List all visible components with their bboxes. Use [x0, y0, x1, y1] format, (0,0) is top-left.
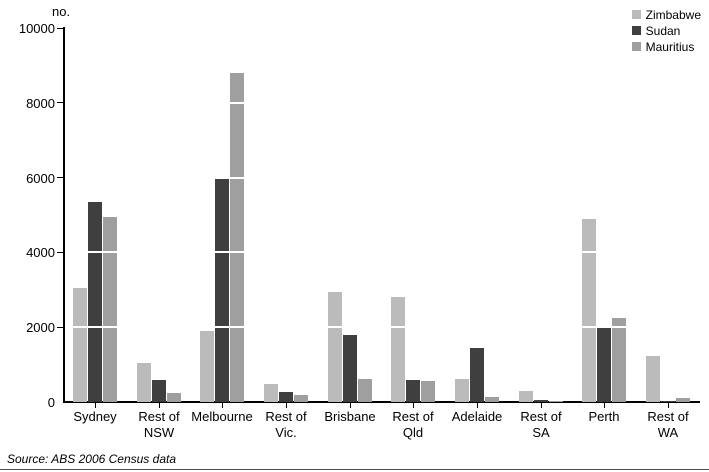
bar-zimbabwe-sydney	[73, 288, 87, 402]
y-tick-label-8000: 8000	[26, 95, 55, 111]
gridline-overlay-6000	[65, 176, 700, 179]
bar-zimbabwe-perth	[582, 219, 596, 402]
category-label-line: SA	[532, 425, 550, 440]
category-label-line: Vic.	[275, 425, 297, 440]
x-axis-tick-3	[222, 403, 223, 408]
y-axis-tick-2000	[57, 326, 63, 328]
bar-mauritius-rest-of-sa	[549, 401, 563, 402]
category-label-adelaide: Adelaide	[442, 409, 512, 425]
bar-sudan-rest-of-vic-	[279, 392, 293, 402]
bar-sudan-adelaide	[470, 348, 484, 402]
category-label-rest-of-vic-: Rest of Vic.	[251, 409, 321, 441]
bar-zimbabwe-adelaide	[455, 379, 469, 402]
category-label-rest-of-nsw: Rest of NSW	[124, 409, 194, 441]
y-axis-line	[63, 27, 65, 403]
bar-sudan-rest-of-nsw	[152, 380, 166, 402]
gridline-overlay-4000	[65, 251, 700, 254]
gridline-overlay-8000	[65, 101, 700, 104]
legend-label-zimbabwe: Zimbabwe	[645, 7, 701, 22]
bar-zimbabwe-rest-of-vic-	[264, 384, 278, 402]
bar-sudan-perth	[597, 327, 611, 402]
category-label-line: Qld	[402, 425, 424, 440]
legend-entry-sudan: Sudan	[631, 23, 701, 38]
bar-mauritius-perth	[612, 318, 626, 402]
x-axis-tick-1	[95, 403, 96, 408]
category-label-rest-of-wa: Rest of WA	[633, 409, 703, 441]
y-tick-label-10000: 10000	[18, 21, 55, 36]
category-label-line: Rest of	[392, 409, 434, 424]
category-label-line: NSW	[143, 425, 175, 440]
legend-entry-mauritius: Mauritius	[631, 39, 701, 54]
x-axis-tick-9	[604, 403, 605, 408]
y-tick-label-4000: 4000	[26, 245, 55, 261]
category-label-line: Rest of	[138, 409, 180, 424]
category-label-rest-of-qld: Rest of Qld	[378, 409, 448, 441]
category-label-melbourne: Melbourne	[187, 409, 257, 425]
category-label-line: Rest of	[265, 409, 307, 424]
bar-sudan-rest-of-sa	[534, 400, 548, 402]
category-label-perth: Perth	[569, 409, 639, 425]
category-label-line: Adelaide	[451, 409, 503, 424]
bar-zimbabwe-rest-of-nsw	[137, 363, 151, 402]
y-axis-tick-6000	[57, 177, 63, 179]
bar-sudan-melbourne	[215, 179, 229, 402]
y-axis-tick-4000	[57, 251, 63, 253]
gridline-overlay-2000	[65, 326, 700, 329]
x-axis-tick-10	[668, 403, 669, 408]
bar-mauritius-adelaide	[485, 397, 499, 402]
bar-sudan-brisbane	[343, 335, 357, 402]
y-tick-label-6000: 6000	[26, 170, 55, 186]
legend-swatch-sudan	[631, 26, 641, 35]
category-label-brisbane: Brisbane	[315, 409, 385, 425]
y-tick-label-0: 0	[47, 395, 55, 410]
category-label-sydney: Sydney	[60, 409, 130, 425]
bar-mauritius-rest-of-nsw	[167, 393, 181, 402]
bar-zimbabwe-rest-of-qld	[391, 297, 405, 402]
x-axis-tick-7	[477, 403, 478, 408]
bottom-divider	[0, 469, 709, 470]
source-note: Source: ABS 2006 Census data	[7, 452, 176, 466]
bar-mauritius-rest-of-wa	[676, 398, 690, 402]
x-axis-tick-8	[541, 403, 542, 408]
legend-swatch-zimbabwe	[631, 10, 641, 19]
category-label-line: Rest of	[520, 409, 562, 424]
bar-mauritius-brisbane	[358, 379, 372, 402]
category-label-line: WA	[657, 425, 679, 440]
category-label-line: Brisbane	[324, 409, 376, 424]
legend-label-mauritius: Mauritius	[645, 39, 695, 54]
y-axis-unit-label: no.	[52, 4, 71, 19]
bar-sudan-rest-of-wa	[661, 401, 675, 402]
y-axis-tick-8000	[57, 102, 63, 104]
x-axis-tick-4	[286, 403, 287, 408]
bar-zimbabwe-rest-of-wa	[646, 356, 660, 402]
legend-swatch-mauritius	[631, 42, 641, 51]
bar-mauritius-sydney	[103, 217, 117, 402]
bar-mauritius-rest-of-qld	[421, 381, 435, 402]
x-axis-tick-5	[350, 403, 351, 408]
chart-legend: Zimbabwe Sudan Mauritius	[631, 7, 701, 56]
x-axis-tick-6	[413, 403, 414, 408]
x-axis-tick-2	[159, 403, 160, 408]
legend-label-sudan: Sudan	[645, 23, 681, 38]
bar-sudan-rest-of-qld	[406, 380, 420, 402]
category-label-line: Sydney	[73, 409, 117, 424]
x-axis-line	[63, 401, 700, 403]
bar-sudan-sydney	[88, 202, 102, 402]
category-label-line: Perth	[588, 409, 620, 424]
category-label-rest-of-sa: Rest of SA	[506, 409, 576, 441]
bar-zimbabwe-rest-of-sa	[519, 391, 533, 402]
bar-zimbabwe-brisbane	[328, 292, 342, 402]
legend-entry-zimbabwe: Zimbabwe	[631, 7, 701, 22]
category-label-line: Rest of	[647, 409, 689, 424]
bar-mauritius-rest-of-vic-	[294, 395, 308, 402]
y-tick-label-2000: 2000	[26, 320, 55, 336]
category-label-line: Melbourne	[191, 409, 253, 424]
bar-zimbabwe-melbourne	[200, 331, 214, 402]
bar-mauritius-melbourne	[230, 73, 244, 402]
y-axis-tick-10000	[57, 27, 63, 29]
